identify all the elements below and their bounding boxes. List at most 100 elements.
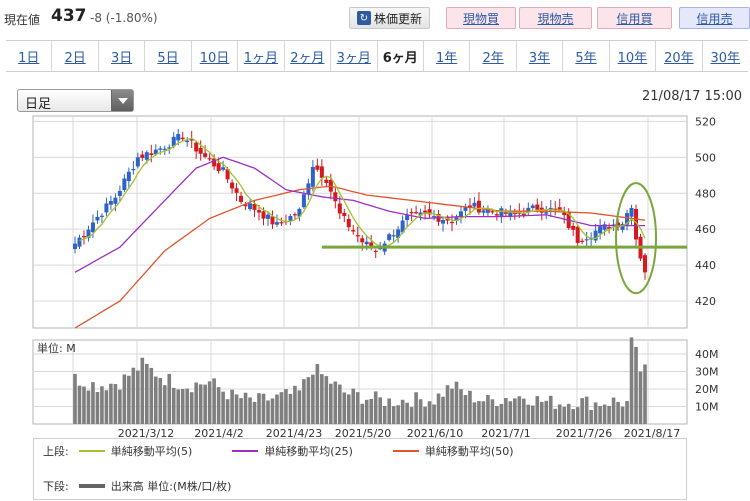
volume-bar xyxy=(544,400,549,424)
candle-body xyxy=(212,158,217,167)
volume-bar xyxy=(530,405,535,424)
volume-bar xyxy=(629,337,634,424)
candle-body xyxy=(239,195,244,202)
volume-bar xyxy=(360,403,365,424)
candle-body xyxy=(346,219,351,228)
candle-body xyxy=(423,210,428,213)
candle-body xyxy=(427,209,432,215)
volume-bar xyxy=(598,406,602,424)
volume-bar xyxy=(427,401,432,424)
refresh-price-button[interactable]: ↻ 株価更新 xyxy=(349,7,430,29)
candle-body xyxy=(351,230,356,232)
tab-6[interactable]: 2ヶ月 xyxy=(285,41,332,71)
volume-bar xyxy=(91,382,95,424)
volume-bar xyxy=(131,367,136,424)
volume-bar xyxy=(481,401,486,424)
candle-body xyxy=(400,220,405,233)
volume-bar xyxy=(643,364,647,424)
volume-bar xyxy=(468,390,472,424)
x-tick-label-6: 2021/7/26 xyxy=(556,427,612,440)
volume-bar xyxy=(580,398,584,424)
candle-body xyxy=(95,216,100,221)
volume-bar xyxy=(436,393,441,424)
volume-bar xyxy=(270,398,275,424)
volume-bar xyxy=(113,384,118,424)
candle-body xyxy=(467,205,472,208)
legend-label-volume: 出来高 単位:(M株/口/枚) xyxy=(110,480,232,493)
candle-body xyxy=(122,178,127,191)
x-tick-label-5: 2021/7/1 xyxy=(481,427,530,440)
volume-bar xyxy=(145,363,149,424)
volume-bar xyxy=(535,396,540,424)
volume-bar xyxy=(95,392,100,424)
volume-bar xyxy=(329,383,333,424)
candle-body xyxy=(270,216,275,225)
legend-item-sma5: 単純移動平均(5) xyxy=(69,443,192,459)
volume-bar xyxy=(490,399,495,424)
tab-11[interactable]: 3年 xyxy=(517,41,564,71)
candle-body xyxy=(602,224,607,230)
spot-sell-button[interactable]: 現物売 xyxy=(519,7,592,29)
tab-8[interactable]: 6ヶ月 xyxy=(378,41,424,71)
volume-bar xyxy=(109,383,113,424)
volume-bar xyxy=(324,376,329,424)
candle-body xyxy=(593,230,598,241)
refresh-price-label: 株価更新 xyxy=(373,11,422,26)
legend-swatch-sma5 xyxy=(78,450,105,452)
volume-bar xyxy=(513,398,517,424)
candle-body xyxy=(598,226,603,234)
tab-7[interactable]: 3ヶ月 xyxy=(331,41,378,71)
candle-body xyxy=(458,211,463,217)
candle-body xyxy=(342,212,347,217)
volume-bar xyxy=(495,406,499,424)
tab-9[interactable]: 1年 xyxy=(424,41,471,71)
volume-bar xyxy=(136,370,140,424)
spot-buy-button[interactable]: 現物買 xyxy=(446,7,516,29)
tab-2[interactable]: 3日 xyxy=(99,41,146,71)
volume-bar xyxy=(508,401,513,424)
margin-sell-button[interactable]: 信用売 xyxy=(679,7,750,29)
candle-body xyxy=(369,242,374,249)
candle-body xyxy=(337,203,342,214)
top-bar: 現在値 437 -8 (-1.80%) ↻ 株価更新 現物買 現物売 信用買 信… xyxy=(0,0,750,36)
volume-bar xyxy=(225,399,230,424)
tab-3[interactable]: 5日 xyxy=(145,41,192,71)
candle-interval-select[interactable]: 日足 xyxy=(17,89,134,112)
tab-0[interactable]: 1日 xyxy=(6,41,53,71)
candle-body xyxy=(481,210,486,213)
candle-body xyxy=(140,154,145,158)
chevron-down-icon[interactable] xyxy=(111,90,133,111)
price-tick-label-5: 420 xyxy=(695,295,716,308)
candle-body xyxy=(104,203,109,213)
candle-body xyxy=(86,229,91,238)
candle-body xyxy=(535,204,540,210)
candle-body xyxy=(441,219,446,224)
volume-bar xyxy=(293,385,297,424)
tab-14[interactable]: 20年 xyxy=(656,41,703,71)
tab-15[interactable]: 30年 xyxy=(710,50,741,66)
volume-bar xyxy=(355,392,360,424)
volume-bar xyxy=(571,409,575,424)
candle-body xyxy=(221,167,226,170)
candle-body xyxy=(153,149,158,155)
tab-1[interactable]: 2日 xyxy=(52,41,99,71)
tab-13[interactable]: 10年 xyxy=(610,41,657,71)
volume-bar xyxy=(77,385,82,424)
candle-body xyxy=(584,239,589,241)
margin-buy-button[interactable]: 信用買 xyxy=(597,7,672,29)
volume-bar xyxy=(557,404,562,424)
tab-5[interactable]: 1ヶ月 xyxy=(238,41,285,71)
volume-bar xyxy=(266,400,270,424)
tab-12[interactable]: 5年 xyxy=(563,41,610,71)
tab-10[interactable]: 2年 xyxy=(470,41,517,71)
candle-body xyxy=(485,209,490,213)
candle-body xyxy=(274,222,279,225)
candle-body xyxy=(391,235,396,237)
tab-4[interactable]: 10日 xyxy=(192,41,239,71)
legend-label-sma25: 単純移動平均(25) xyxy=(264,445,353,458)
volume-bar xyxy=(638,371,643,424)
volume-bar xyxy=(248,397,252,424)
candle-body xyxy=(203,153,208,157)
price-tick-label-0: 520 xyxy=(695,115,716,128)
candle-body xyxy=(216,163,221,172)
